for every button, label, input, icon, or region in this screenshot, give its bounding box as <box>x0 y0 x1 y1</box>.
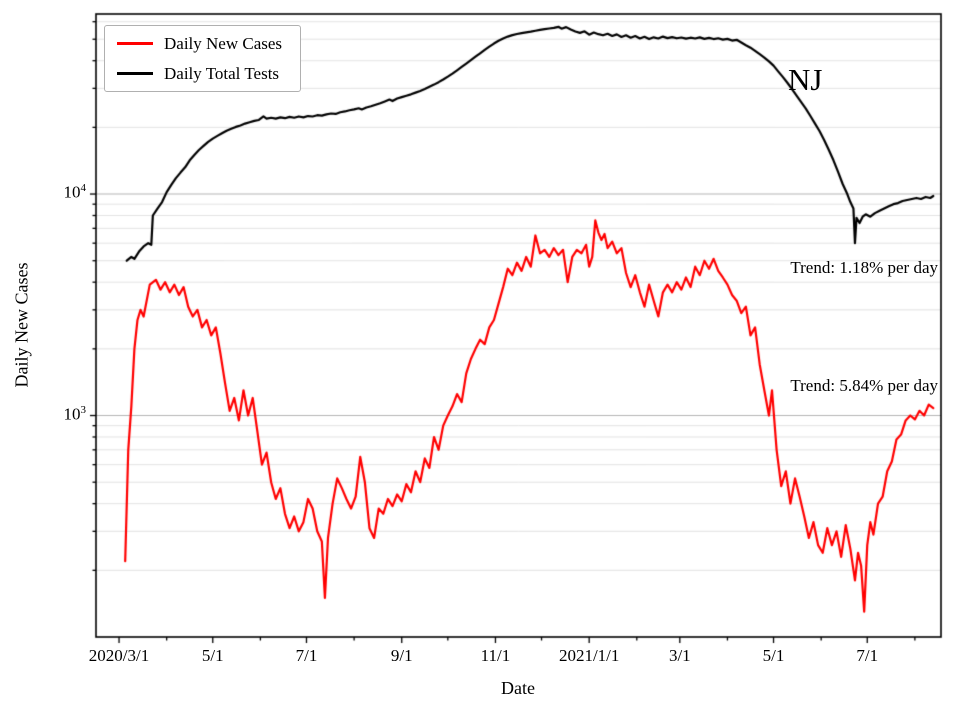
chart-plot-area <box>0 0 960 720</box>
figure: 2020/3/1 5/1 7/1 9/1 11/1 2021/1/1 3/1 5/1 7/1 10… <box>0 0 960 720</box>
